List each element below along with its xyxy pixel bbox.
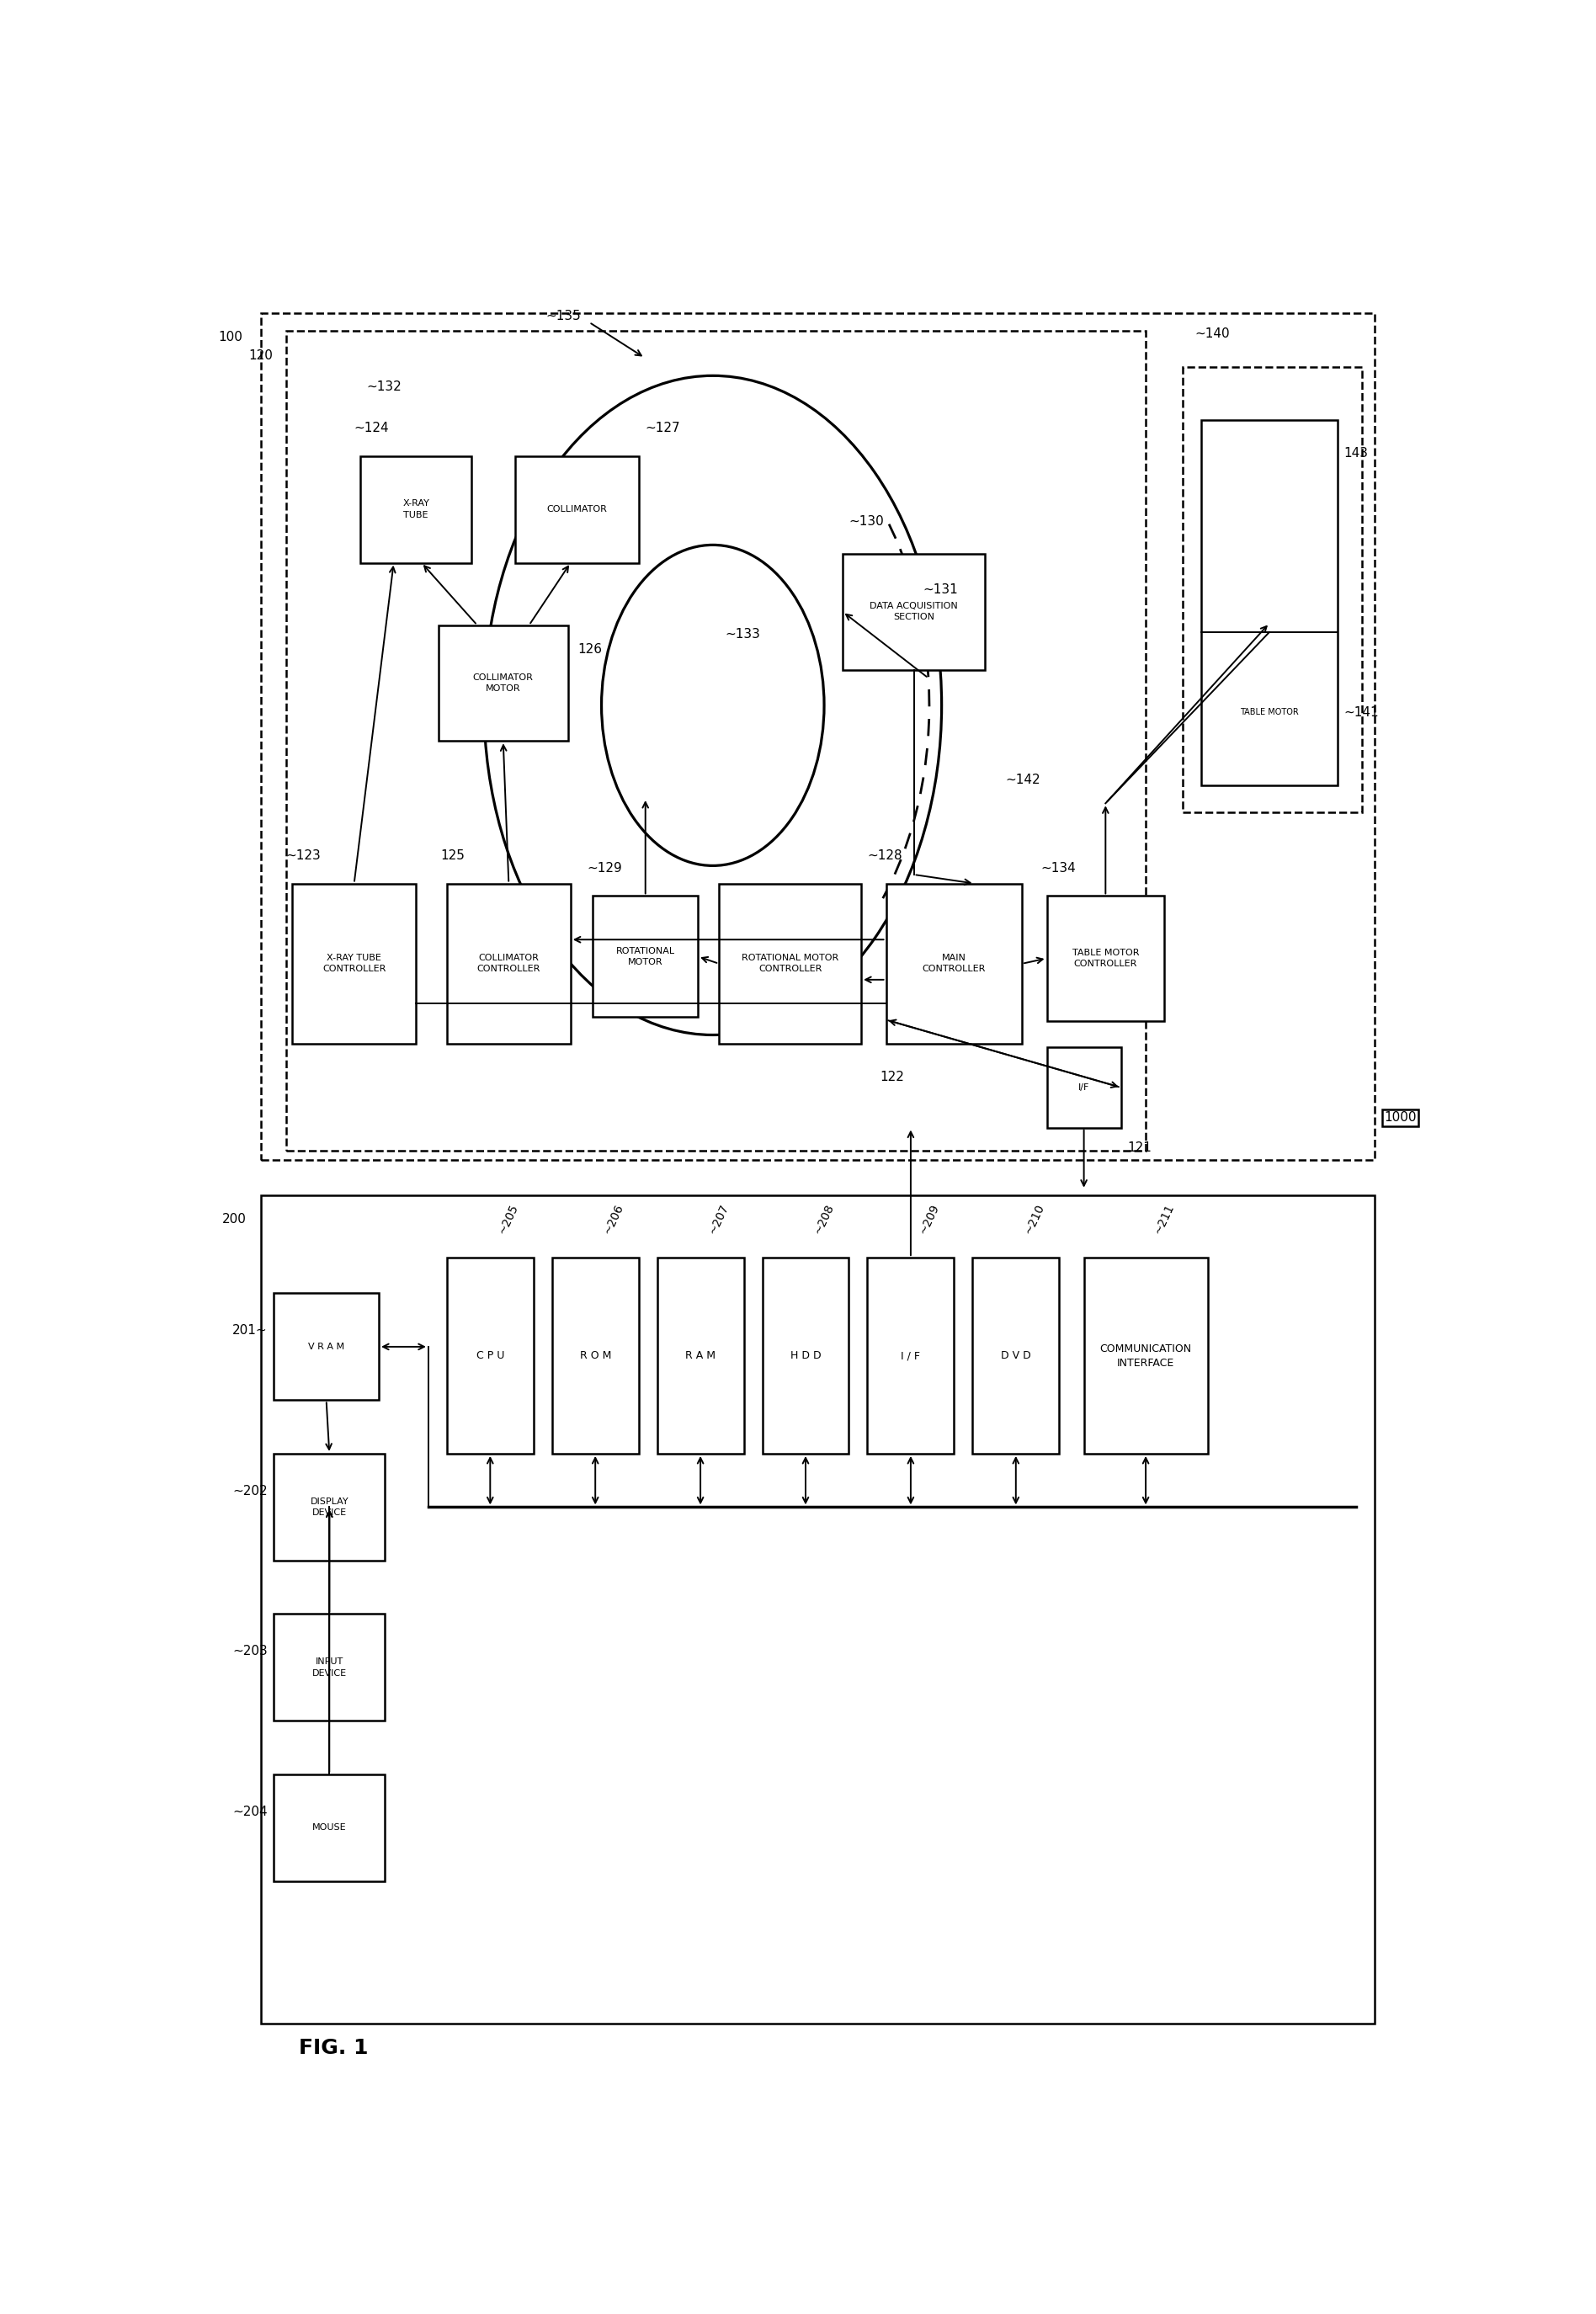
- Text: ~128: ~128: [868, 849, 902, 863]
- Bar: [552, 1259, 638, 1453]
- Text: 120: 120: [249, 349, 273, 361]
- Bar: [1047, 896, 1163, 1020]
- Text: COMMUNICATION
INTERFACE: COMMUNICATION INTERFACE: [1100, 1342, 1192, 1368]
- Text: C P U: C P U: [476, 1349, 504, 1361]
- Text: 122: 122: [879, 1071, 903, 1083]
- Text: 201~: 201~: [233, 1324, 268, 1337]
- Bar: [262, 312, 1374, 1159]
- Bar: [262, 1196, 1374, 2025]
- Text: X-RAY
TUBE: X-RAY TUBE: [402, 500, 429, 518]
- Text: COLLIMATOR
MOTOR: COLLIMATOR MOTOR: [472, 673, 533, 692]
- Text: 126: 126: [578, 643, 602, 655]
- Bar: [275, 1294, 378, 1400]
- Bar: [972, 1259, 1060, 1453]
- Text: 1000: 1000: [1384, 1111, 1417, 1125]
- Text: ~130: ~130: [849, 516, 884, 528]
- Bar: [1047, 1048, 1120, 1127]
- Bar: [718, 884, 862, 1044]
- Bar: [447, 884, 571, 1044]
- Text: ~202: ~202: [233, 1486, 268, 1497]
- Bar: [658, 1259, 744, 1453]
- Text: ~208: ~208: [812, 1203, 836, 1236]
- Text: ~211: ~211: [1152, 1203, 1176, 1236]
- Text: 121: 121: [1127, 1141, 1151, 1155]
- Text: X-RAY TUBE
CONTROLLER: X-RAY TUBE CONTROLLER: [322, 953, 386, 974]
- Text: I / F: I / F: [902, 1349, 921, 1361]
- Text: ~140: ~140: [1195, 326, 1231, 340]
- Text: DATA ACQUISITION
SECTION: DATA ACQUISITION SECTION: [870, 602, 958, 622]
- Text: MAIN
CONTROLLER: MAIN CONTROLLER: [922, 953, 986, 974]
- Bar: [292, 884, 417, 1044]
- Text: ~132: ~132: [367, 382, 402, 393]
- Text: COLLIMATOR
CONTROLLER: COLLIMATOR CONTROLLER: [477, 953, 541, 974]
- Bar: [868, 1259, 954, 1453]
- Text: ROTATIONAL MOTOR
CONTROLLER: ROTATIONAL MOTOR CONTROLLER: [742, 953, 838, 974]
- Bar: [439, 625, 568, 740]
- Bar: [1084, 1259, 1208, 1453]
- Bar: [886, 884, 1021, 1044]
- Text: DISPLAY
DEVICE: DISPLAY DEVICE: [310, 1497, 348, 1518]
- Text: ~129: ~129: [587, 861, 622, 875]
- Text: MOUSE: MOUSE: [313, 1823, 346, 1833]
- Text: H D D: H D D: [790, 1349, 820, 1361]
- Bar: [447, 1259, 533, 1453]
- Text: R A M: R A M: [685, 1349, 715, 1361]
- Text: 100: 100: [219, 331, 243, 345]
- Text: ~206: ~206: [602, 1203, 626, 1236]
- Text: I/F: I/F: [1079, 1083, 1090, 1092]
- Bar: [592, 896, 697, 1018]
- Text: R O M: R O M: [579, 1349, 611, 1361]
- Bar: [275, 1775, 385, 1881]
- Bar: [1202, 421, 1337, 784]
- Bar: [843, 553, 985, 669]
- Text: TABLE MOTOR
CONTROLLER: TABLE MOTOR CONTROLLER: [1073, 949, 1140, 967]
- Text: ~135: ~135: [546, 310, 581, 322]
- Text: ~204: ~204: [233, 1805, 268, 1819]
- Text: ~141: ~141: [1344, 706, 1379, 720]
- Text: ~210: ~210: [1021, 1203, 1047, 1236]
- Text: ~205: ~205: [496, 1203, 520, 1236]
- Text: ~131: ~131: [922, 583, 958, 595]
- Text: ~123: ~123: [286, 849, 321, 863]
- Text: ~207: ~207: [707, 1203, 731, 1236]
- Bar: [516, 456, 638, 562]
- Text: V R A M: V R A M: [308, 1342, 345, 1351]
- Bar: [275, 1615, 385, 1722]
- Text: ~209: ~209: [916, 1203, 942, 1236]
- Text: ~133: ~133: [725, 627, 760, 641]
- Text: TABLE MOTOR: TABLE MOTOR: [1240, 708, 1299, 717]
- Bar: [275, 1453, 385, 1560]
- Text: COLLIMATOR: COLLIMATOR: [546, 504, 606, 514]
- Text: D V D: D V D: [1001, 1349, 1031, 1361]
- Text: ~142: ~142: [1005, 773, 1041, 787]
- Text: ~203: ~203: [233, 1645, 268, 1657]
- Text: 200: 200: [222, 1213, 246, 1226]
- Bar: [286, 331, 1146, 1150]
- Text: ROTATIONAL
MOTOR: ROTATIONAL MOTOR: [616, 946, 675, 967]
- Text: 125: 125: [440, 849, 464, 863]
- Text: INPUT
DEVICE: INPUT DEVICE: [313, 1657, 346, 1678]
- Text: ~127: ~127: [645, 421, 680, 435]
- Text: ~124: ~124: [354, 421, 389, 435]
- Bar: [1183, 366, 1363, 812]
- Text: FIG. 1: FIG. 1: [298, 2039, 369, 2057]
- Bar: [763, 1259, 849, 1453]
- Bar: [361, 456, 472, 562]
- Text: ~134: ~134: [1041, 861, 1076, 875]
- Text: 143: 143: [1344, 447, 1368, 460]
